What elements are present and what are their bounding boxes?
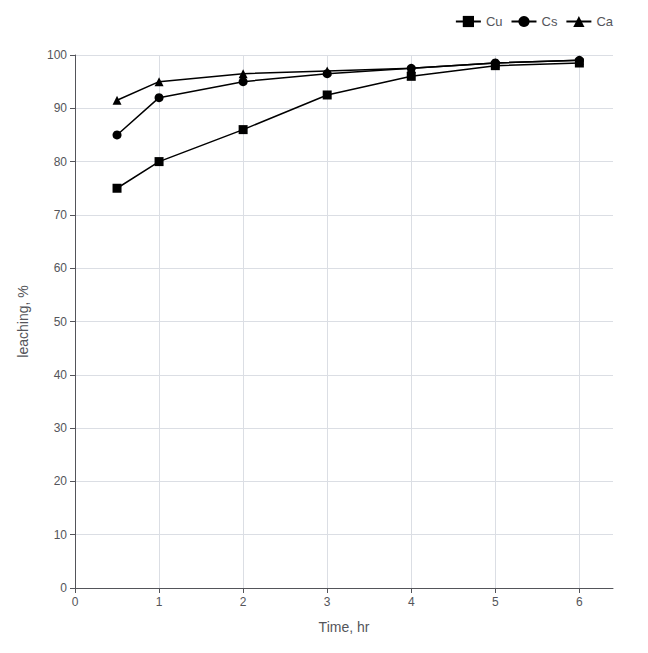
svg-text:30: 30 (54, 421, 68, 435)
svg-text:0: 0 (72, 595, 79, 609)
svg-text:6: 6 (576, 595, 583, 609)
svg-text:3: 3 (324, 595, 331, 609)
svg-text:Ca: Ca (596, 14, 613, 29)
svg-text:40: 40 (54, 368, 68, 382)
svg-text:20: 20 (54, 474, 68, 488)
svg-text:Cs: Cs (541, 14, 557, 29)
svg-text:100: 100 (47, 48, 67, 62)
svg-text:80: 80 (54, 155, 68, 169)
svg-text:60: 60 (54, 261, 68, 275)
svg-text:0: 0 (60, 581, 67, 595)
svg-text:10: 10 (54, 528, 68, 542)
svg-text:5: 5 (492, 595, 499, 609)
svg-text:leaching, %: leaching, % (15, 285, 31, 357)
svg-text:1: 1 (156, 595, 163, 609)
svg-text:2: 2 (240, 595, 247, 609)
svg-text:4: 4 (408, 595, 415, 609)
svg-text:70: 70 (54, 208, 68, 222)
svg-text:90: 90 (54, 101, 68, 115)
svg-text:Time, hr: Time, hr (319, 619, 370, 635)
svg-text:50: 50 (54, 315, 68, 329)
svg-text:Cu: Cu (486, 14, 503, 29)
